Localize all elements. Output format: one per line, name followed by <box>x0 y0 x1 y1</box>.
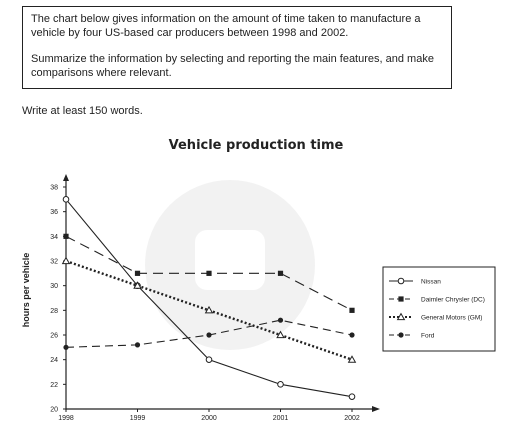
y-tick-label: 20 <box>50 407 58 414</box>
series-3 <box>63 317 355 350</box>
y-tick-label: 36 <box>50 209 58 216</box>
word-count-instruction: Write at least 150 words. <box>22 105 143 117</box>
y-axis-arrow <box>63 174 69 181</box>
task-prompt-box: The chart below gives information on the… <box>22 6 452 89</box>
y-tick-label: 34 <box>50 234 58 241</box>
legend-marker <box>397 277 405 285</box>
data-point <box>204 305 214 314</box>
y-tick-label: 32 <box>50 259 58 266</box>
data-point <box>347 355 357 363</box>
prompt-line-2: Summarize the information by selecting a… <box>31 53 434 79</box>
data-point <box>349 332 355 338</box>
y-tick-label: 38 <box>50 185 58 192</box>
y-tick-label: 22 <box>50 382 58 389</box>
data-point <box>276 330 285 339</box>
line-chart: 20 22 24 26 28 30 32 34 36 38 1998 1999 2000 2001 2002… <box>50 174 496 423</box>
y-tick-label: 30 <box>50 283 58 290</box>
chart-axes <box>63 174 380 412</box>
series-0 <box>62 196 356 400</box>
legend-label: General Motors (GM) <box>421 315 482 322</box>
legend-label: Nissan <box>421 279 441 286</box>
data-point <box>205 356 213 363</box>
data-point <box>277 270 284 276</box>
chart-series <box>61 196 357 400</box>
data-point <box>61 256 71 265</box>
legend-marker <box>396 312 406 321</box>
y-tick-label: 26 <box>50 333 58 340</box>
data-point <box>277 381 284 388</box>
watermark-logo <box>145 180 315 350</box>
legend-label: Daimler Chrysler (DC) <box>421 297 485 304</box>
x-axis-arrow <box>372 406 380 412</box>
data-point <box>277 317 284 323</box>
data-point <box>349 307 355 313</box>
legend-marker <box>398 296 404 302</box>
y-tick-label: 28 <box>50 308 58 315</box>
x-tick-label: 1998 <box>58 415 74 422</box>
chart-legend: Nissan Daimler Chrysler (DC) General Motor… <box>382 266 496 352</box>
data-point <box>134 270 141 276</box>
data-point <box>206 270 212 276</box>
data-point <box>134 342 141 348</box>
data-point <box>62 196 70 203</box>
x-tick-label: 2000 <box>201 415 217 422</box>
chart-ticks: 20 22 24 26 28 30 32 34 36 38 1998 1999 2000 2001 2002 <box>50 185 360 423</box>
x-tick-label: 2002 <box>344 415 360 422</box>
legend-label: Ford <box>421 333 435 340</box>
data-point <box>133 281 142 289</box>
data-point <box>63 233 69 239</box>
x-tick-label: 2001 <box>273 415 289 422</box>
legend-marker <box>398 332 404 338</box>
chart-title: Vehicle production time <box>168 138 344 153</box>
data-point <box>63 344 69 350</box>
prompt-line-1: The chart below gives information on the… <box>31 13 421 39</box>
x-tick-label: 1999 <box>130 415 146 422</box>
series-1 <box>63 233 355 313</box>
data-point <box>206 332 212 338</box>
series-2 <box>61 256 357 363</box>
data-point <box>348 393 356 400</box>
y-tick-label: 24 <box>50 357 58 364</box>
